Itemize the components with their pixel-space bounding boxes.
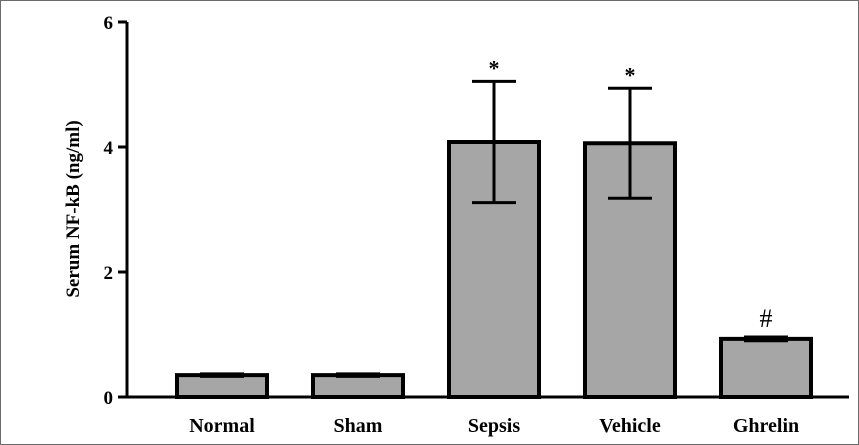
category-label-normal: Normal (189, 415, 255, 437)
error-bars-group (200, 79, 788, 378)
y-axis-label: Serum NF-kB (ng/ml) (63, 120, 84, 297)
annotations-group: * * # (489, 55, 773, 333)
category-label-sham: Sham (334, 415, 383, 437)
bar-sham (311, 373, 405, 399)
y-tick-label: 0 (104, 388, 114, 409)
category-label-sepsis: Sepsis (468, 415, 520, 437)
bar-normal (175, 373, 269, 399)
category-label-vehicle: Vehicle (599, 415, 661, 437)
annotation-ghrelin: # (760, 304, 773, 333)
annotation-sepsis: * (489, 55, 500, 80)
y-tick-label: 4 (104, 138, 114, 159)
y-axis: 0 2 4 6 (104, 13, 129, 409)
category-labels-group: Normal Sham Sepsis Vehicle Ghrelin (189, 415, 799, 437)
category-label-ghrelin: Ghrelin (733, 415, 799, 437)
annotation-vehicle: * (625, 62, 636, 87)
y-tick-label: 6 (104, 13, 114, 34)
bar-ghrelin (719, 336, 813, 399)
y-tick-label: 2 (104, 263, 114, 284)
